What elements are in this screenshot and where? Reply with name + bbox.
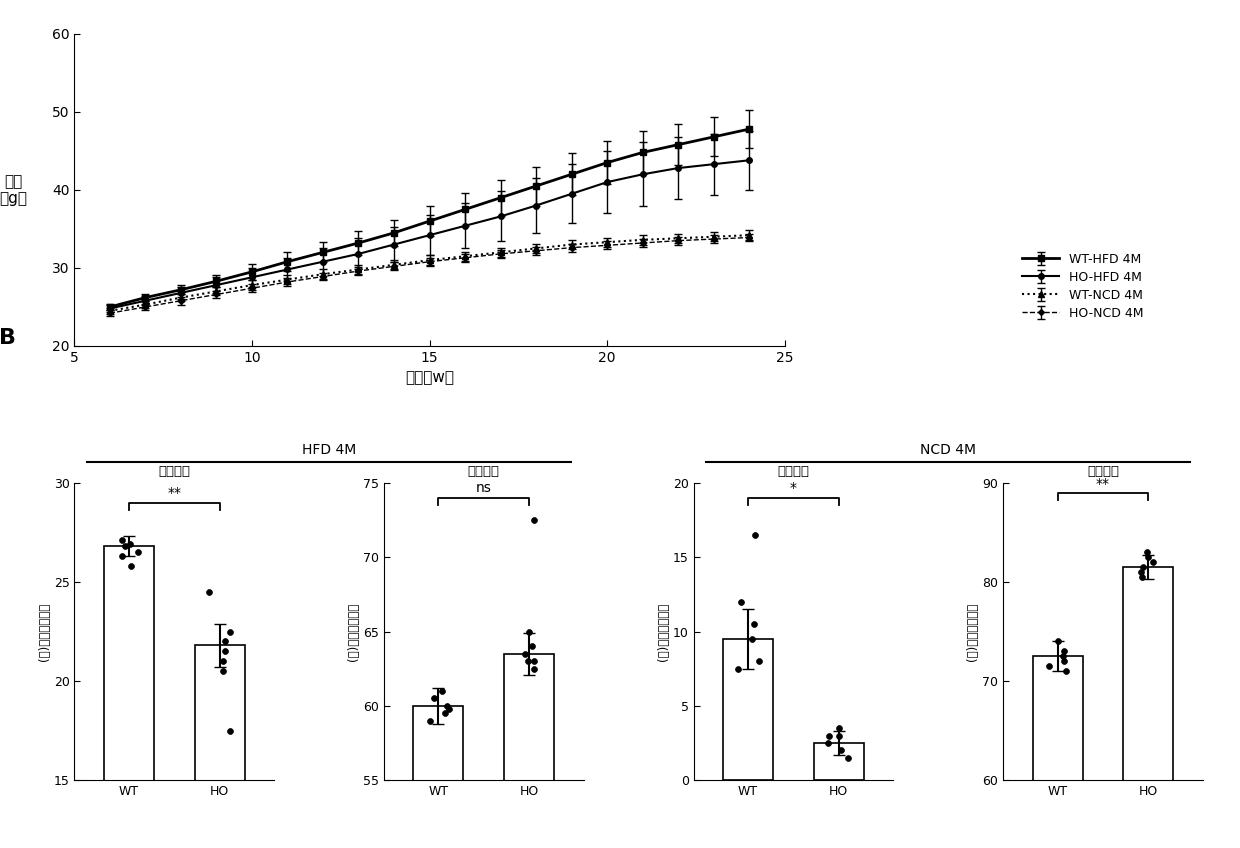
Point — [1132, 571, 1152, 584]
X-axis label: 周龄（w）: 周龄（w） — [405, 371, 454, 385]
Bar — [723, 639, 773, 780]
Bar — [195, 645, 244, 848]
Point — [1137, 545, 1157, 559]
Point — [216, 634, 236, 648]
Point — [730, 595, 750, 609]
Point — [1138, 550, 1158, 564]
Point — [518, 655, 538, 668]
Point — [1039, 660, 1059, 673]
Text: **: ** — [1096, 477, 1110, 490]
Point — [113, 533, 133, 547]
Point — [818, 736, 838, 750]
Point — [744, 528, 764, 542]
Title: 脂肪组织: 脂肪组织 — [777, 465, 810, 477]
Text: HFD 4M: HFD 4M — [301, 443, 356, 457]
Point — [820, 728, 839, 742]
Point — [742, 633, 761, 646]
Point — [432, 684, 451, 698]
Y-axis label: (％)占体重百分比: (％)占体重百分比 — [966, 602, 980, 661]
Bar — [104, 546, 154, 848]
Bar — [505, 654, 554, 848]
Point — [1054, 655, 1074, 668]
Point — [749, 655, 769, 668]
Point — [828, 728, 848, 742]
Point — [120, 538, 140, 551]
Point — [525, 655, 544, 668]
Point — [1143, 555, 1163, 569]
Y-axis label: (％)占体重百分比: (％)占体重百分比 — [657, 602, 670, 661]
Point — [744, 617, 764, 631]
Point — [219, 724, 239, 738]
Point — [830, 722, 849, 735]
Title: 肌肉组织: 肌肉组织 — [467, 465, 500, 477]
Point — [420, 714, 440, 728]
Text: ns: ns — [476, 482, 492, 495]
Legend: WT-HFD 4M, HO-HFD 4M, WT-NCD 4M, HO-NCD 4M: WT-HFD 4M, HO-HFD 4M, WT-NCD 4M, HO-NCD … — [1018, 249, 1148, 324]
Text: B: B — [0, 328, 16, 349]
Point — [112, 550, 131, 563]
Point — [219, 625, 239, 639]
Point — [215, 644, 234, 658]
Point — [122, 560, 141, 573]
Bar — [413, 706, 464, 848]
Bar — [1033, 656, 1083, 848]
Point — [435, 706, 455, 720]
Text: *: * — [790, 482, 797, 495]
Point — [831, 744, 851, 757]
Point — [1054, 644, 1074, 658]
Bar — [1123, 567, 1173, 848]
Text: NCD 4M: NCD 4M — [920, 443, 976, 457]
Point — [115, 539, 135, 553]
Point — [213, 665, 233, 678]
Point — [728, 662, 748, 676]
Point — [128, 545, 148, 559]
Y-axis label: (％)占体重百分比: (％)占体重百分比 — [38, 602, 51, 661]
Point — [522, 639, 542, 653]
Point — [424, 692, 444, 706]
Title: 脂肪组织: 脂肪组织 — [159, 465, 190, 477]
Y-axis label: (％)占体重百分比: (％)占体重百分比 — [347, 602, 361, 661]
Point — [213, 655, 233, 668]
Text: **: ** — [167, 487, 181, 500]
Point — [525, 662, 544, 676]
Point — [1056, 665, 1076, 678]
Point — [1053, 650, 1073, 663]
Point — [1133, 561, 1153, 574]
Point — [436, 699, 456, 712]
Point — [439, 702, 459, 716]
Point — [518, 625, 538, 639]
Point — [525, 513, 544, 527]
Point — [1131, 566, 1151, 579]
Point — [516, 647, 536, 661]
Point — [1048, 634, 1068, 648]
Title: 肌肉组织: 肌肉组织 — [1087, 465, 1118, 477]
Point — [838, 751, 858, 765]
Y-axis label: 体重
（g）: 体重 （g） — [0, 174, 27, 206]
Point — [198, 585, 218, 599]
Bar — [813, 743, 864, 780]
